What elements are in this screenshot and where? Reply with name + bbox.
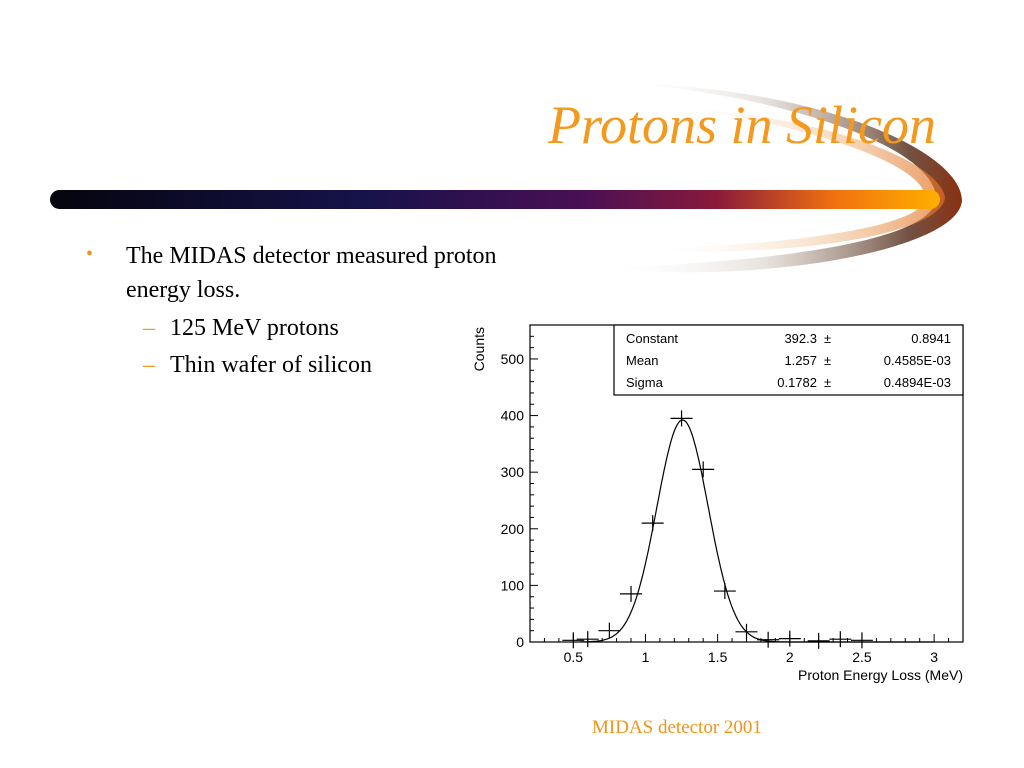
fit-stat-value: 1.257 xyxy=(784,353,817,368)
fit-stats-box xyxy=(613,324,964,396)
fit-stat-name: Constant xyxy=(626,331,678,346)
y-tick-label: 0 xyxy=(516,634,524,650)
fit-stat-error: 0.4585E-03 xyxy=(884,353,951,368)
x-tick-label: 3 xyxy=(930,649,938,665)
x-tick-label: 1 xyxy=(642,649,650,665)
fit-stat-pm: ± xyxy=(824,331,831,346)
x-tick-label: 0.5 xyxy=(564,649,584,665)
data-point xyxy=(778,630,801,647)
x-tick-label: 2 xyxy=(786,649,794,665)
y-tick-label: 500 xyxy=(501,351,525,367)
gaussian-fit-curve xyxy=(580,419,935,643)
data-point xyxy=(562,632,585,649)
x-tick-label: 1.5 xyxy=(708,649,728,665)
slide-title: Protons in Silicon xyxy=(548,95,936,155)
bullet-list: • The MIDAS detector measured proton ene… xyxy=(86,240,506,382)
slide-caption: MIDAS detector 2001 xyxy=(592,717,762,738)
data-point xyxy=(757,631,780,648)
sub-bullet-text: 125 MeV protons xyxy=(170,315,339,342)
y-tick-label: 200 xyxy=(501,521,525,537)
fit-stat-value: 392.3 xyxy=(784,331,817,346)
bullet-marker: • xyxy=(86,243,94,265)
x-axis-title: Proton Energy Loss (MeV) xyxy=(798,667,963,683)
bullet-item: • The MIDAS detector measured proton ene… xyxy=(86,240,506,307)
y-tick-label: 400 xyxy=(501,408,525,424)
data-point xyxy=(670,410,693,427)
fit-stat-pm: ± xyxy=(824,353,831,368)
data-point xyxy=(735,623,758,640)
data-point xyxy=(829,631,852,648)
data-point xyxy=(598,622,621,639)
fit-stat-error: 0.4894E-03 xyxy=(884,375,951,390)
data-point xyxy=(850,632,873,649)
sub-bullet-marker: – xyxy=(143,352,155,379)
y-axis-title: Counts xyxy=(471,327,487,371)
data-point xyxy=(692,461,715,478)
fit-stat-pm: ± xyxy=(824,375,831,390)
data-point xyxy=(576,631,599,648)
y-tick-label: 100 xyxy=(501,577,525,593)
sub-bullet-item: – 125 MeV protons xyxy=(86,313,506,344)
x-tick-label: 2.5 xyxy=(852,649,872,665)
data-point xyxy=(807,632,830,649)
sub-bullet-marker: – xyxy=(143,315,155,342)
fit-stat-name: Sigma xyxy=(626,375,664,390)
energy-loss-histogram: 0 100 200 300 400 500 0.5 1 1.5 2 2.5 3 Proton Energ… xyxy=(471,324,964,683)
sub-bullet-item: – Thin wafer of silicon xyxy=(86,350,506,381)
fit-stat-name: Mean xyxy=(626,353,659,368)
data-point xyxy=(620,585,643,602)
fit-stat-value: 0.1782 xyxy=(777,375,817,390)
fit-stat-error: 0.8941 xyxy=(911,331,951,346)
bullet-text: The MIDAS detector measured proton energ… xyxy=(126,243,497,303)
data-point xyxy=(641,515,664,532)
data-point xyxy=(713,583,736,600)
y-tick-label: 300 xyxy=(501,464,525,480)
sub-bullet-text: Thin wafer of silicon xyxy=(170,352,372,379)
